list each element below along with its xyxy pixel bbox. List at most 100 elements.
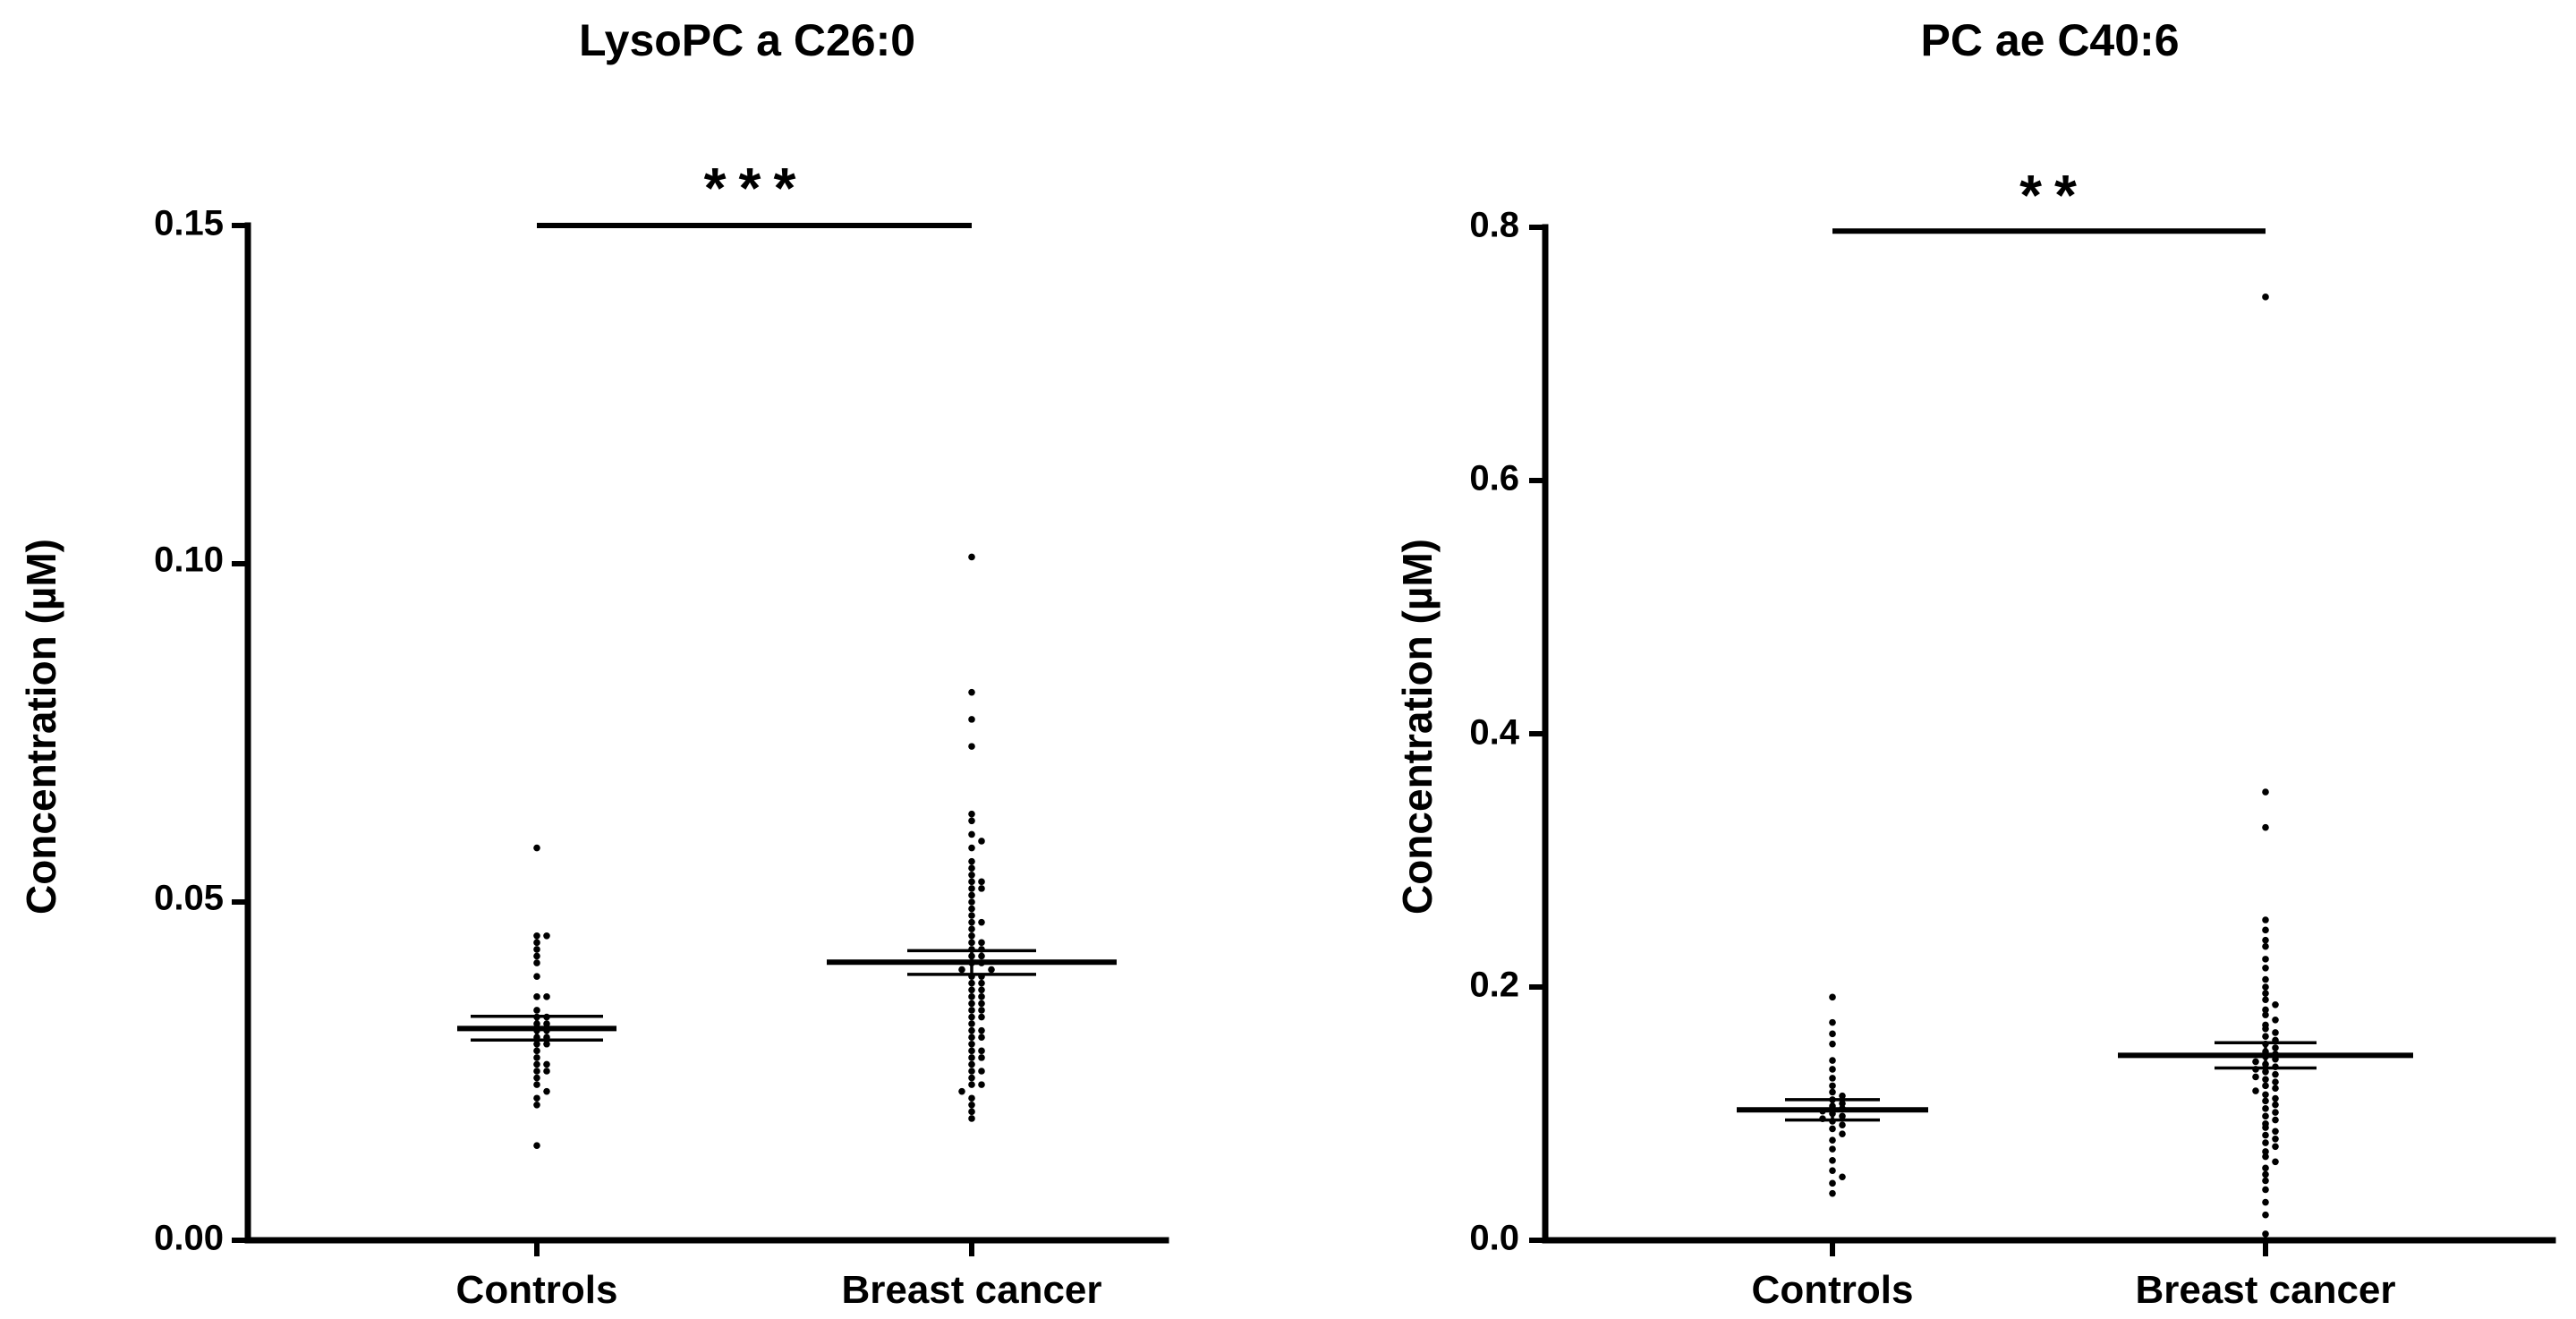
data-point (2272, 1085, 2279, 1092)
data-point (1829, 1167, 1836, 1174)
data-point (2262, 926, 2269, 934)
data-point (978, 1054, 985, 1061)
y-tick-label: 0.6 (1469, 459, 1519, 498)
plot-area (1529, 224, 2556, 1256)
data-point (533, 993, 540, 1000)
data-point (533, 932, 540, 940)
data-point (2262, 1124, 2269, 1131)
y-tick-label: 0.00 (154, 1219, 224, 1258)
data-point (2262, 936, 2269, 944)
data-point (968, 810, 975, 818)
data-point (1839, 1130, 1846, 1137)
data-point (2262, 294, 2269, 301)
data-point (1829, 1136, 1836, 1145)
data-point (2272, 1101, 2279, 1109)
data-point (968, 925, 975, 933)
data-point (2272, 1029, 2279, 1036)
data-point (968, 864, 975, 872)
data-point (978, 885, 985, 892)
data-point (2262, 1006, 2269, 1014)
data-point (2272, 1044, 2279, 1051)
data-point (978, 952, 985, 960)
data-point (2272, 1128, 2279, 1136)
data-point (533, 844, 540, 852)
data-point (2262, 1170, 2269, 1179)
data-point (968, 1007, 975, 1014)
data-point (968, 1074, 975, 1082)
data-point (1829, 1040, 1836, 1048)
data-point (543, 1040, 550, 1048)
data-point (968, 830, 975, 838)
data-point (2262, 1112, 2269, 1120)
data-point (968, 932, 975, 940)
data-point (2262, 1211, 2269, 1219)
y-tick-label: 0.2 (1469, 966, 1519, 1005)
data-point (988, 966, 995, 974)
data-point (2262, 1164, 2269, 1172)
data-point (533, 1102, 540, 1109)
data-point (543, 1020, 550, 1027)
data-point (2272, 1116, 2279, 1124)
data-point (543, 1060, 550, 1068)
data-point (533, 1060, 540, 1068)
data-point (968, 857, 975, 865)
data-point (2262, 916, 2269, 923)
data-point (2262, 1139, 2269, 1146)
data-point (968, 986, 975, 994)
data-point (1829, 1157, 1836, 1164)
y-axis-label: Concentration (µM) (1394, 539, 1441, 915)
data-point (978, 939, 985, 947)
data-point (533, 1007, 540, 1014)
data-point (978, 1026, 985, 1034)
y-tick-label: 0.10 (154, 540, 224, 580)
data-point (1829, 1179, 1836, 1187)
data-point (978, 993, 985, 1000)
data-point (978, 838, 985, 845)
data-point (2262, 1091, 2269, 1099)
data-point (968, 817, 975, 825)
x-category-label: Controls (1752, 1268, 1914, 1312)
data-point (533, 1081, 540, 1088)
y-tick-labels: 0.00 0.05 0.10 0.15 (154, 204, 224, 1258)
data-point (2272, 1078, 2279, 1085)
data-point (533, 1142, 540, 1149)
data-point (978, 1047, 985, 1055)
data-point (968, 979, 975, 987)
data-point (543, 932, 550, 940)
data-point (1829, 1088, 1836, 1096)
y-tick-label: 0.05 (154, 879, 224, 918)
data-point (2262, 990, 2269, 997)
data-point (968, 1040, 975, 1048)
data-point (2262, 1198, 2269, 1206)
data-point (968, 1026, 975, 1034)
data-point (2262, 1131, 2269, 1139)
chart-title: LysoPC a C26:0 (579, 15, 915, 65)
data-point (978, 1000, 985, 1008)
data-point (978, 986, 985, 994)
data-point (978, 1034, 985, 1041)
chart-panel-lysopc: LysoPC a C26:0 Concentration (µM) 0.00 0… (18, 15, 1169, 1312)
data-point (968, 1102, 975, 1109)
data-point (543, 993, 550, 1000)
data-point (2262, 1068, 2269, 1076)
data-point (1839, 1112, 1846, 1120)
data-point (1829, 1066, 1836, 1073)
data-point (2262, 1025, 2269, 1033)
data-point (968, 878, 975, 886)
data-point (2262, 996, 2269, 1003)
y-tick-label: 0.0 (1469, 1219, 1519, 1258)
data-point (2262, 975, 2269, 983)
data-point (978, 979, 985, 987)
data-point (2272, 1158, 2279, 1166)
data-point (968, 898, 975, 906)
data-point (2262, 956, 2269, 963)
data-point (533, 973, 540, 980)
data-point (2262, 964, 2269, 972)
data-point (2262, 1082, 2269, 1090)
data-point (968, 688, 975, 696)
data-point (968, 1115, 975, 1122)
data-point (1829, 1018, 1836, 1026)
data-point (2272, 1016, 2279, 1024)
data-point (968, 891, 975, 899)
data-point (958, 966, 965, 974)
